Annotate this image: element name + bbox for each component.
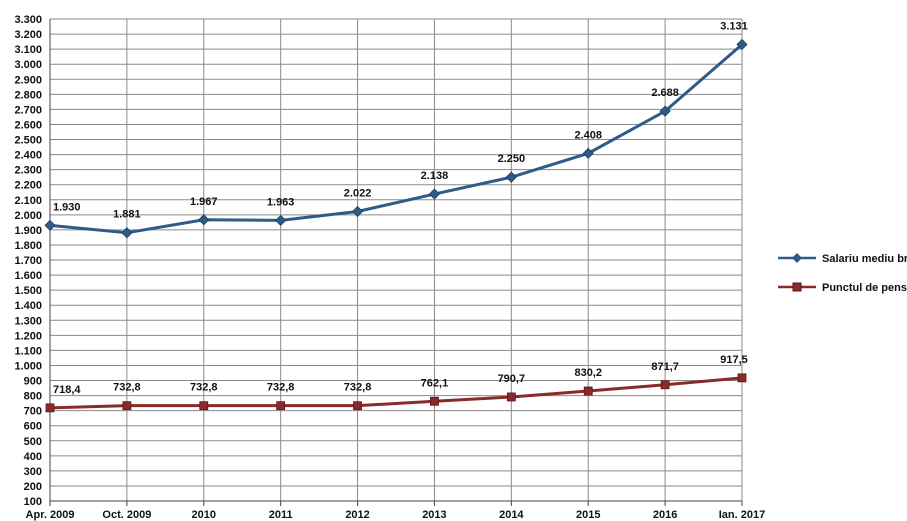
x-tick-label: 2014 (499, 509, 524, 521)
data-point-salary (351, 205, 364, 218)
data-label-salary: 2.138 (421, 170, 449, 182)
data-point-pension (45, 403, 55, 413)
x-tick-label: 2011 (269, 509, 293, 521)
y-tick-label: 2.300 (14, 165, 42, 177)
y-tick-label: 1.500 (14, 285, 42, 297)
y-tick-label: 3.000 (14, 59, 42, 71)
data-point-salary (505, 171, 517, 183)
y-tick-label: 600 (24, 421, 42, 433)
data-point-salary (428, 188, 441, 200)
data-point-pension (737, 373, 747, 383)
y-tick-label: 2.700 (14, 104, 42, 116)
data-point-salary (582, 147, 594, 159)
y-tick-label: 3.100 (14, 44, 42, 56)
y-tick-label: 500 (24, 436, 42, 448)
y-tick-label: 1.300 (14, 315, 42, 327)
data-label-pension: 732,8 (113, 382, 141, 394)
y-tick-label: 1.700 (14, 255, 42, 267)
x-tick-label: 2015 (576, 509, 600, 521)
data-label-salary: 2.022 (344, 187, 372, 199)
data-label-salary: 1.881 (113, 209, 141, 221)
y-tick-label: 2.000 (14, 210, 42, 222)
x-tick-label: 2013 (422, 509, 446, 521)
legend-item-salary: Salariu mediu brut (778, 253, 907, 265)
data-label-pension: 762,1 (421, 377, 449, 389)
legend-marker-salary (792, 253, 802, 263)
data-label-salary: 2.688 (651, 87, 679, 99)
legend-label-salary: Salariu mediu brut (822, 253, 907, 265)
data-label-salary: 3.131 (720, 20, 748, 32)
y-tick-label: 800 (24, 391, 42, 403)
y-axis-ticks: 100 200 300 400 500 600 700 800 900 1.000 1.100 1.2… (14, 14, 42, 508)
data-label-pension: 732,8 (267, 382, 295, 394)
data-point-pension (430, 396, 439, 406)
data-label-salary: 2.250 (498, 153, 526, 165)
y-tick-label: 2.200 (14, 180, 42, 192)
y-tick-label: 1.100 (14, 345, 42, 357)
y-tick-label: 400 (24, 451, 42, 463)
y-tick-label: 2.800 (14, 89, 42, 101)
series-line-salary (49, 43, 743, 235)
grid-lines (49, 18, 743, 506)
y-tick-label: 3.200 (14, 29, 42, 41)
y-tick-label: 2.500 (14, 135, 42, 147)
y-tick-label: 1.900 (14, 225, 42, 237)
x-tick-label: Oct. 2009 (102, 509, 151, 521)
data-label-pension: 830,2 (574, 367, 602, 379)
x-tick-label: Apr. 2009 (26, 509, 75, 521)
data-point-salary (736, 38, 748, 51)
y-tick-label: 2.600 (14, 119, 42, 131)
data-point-pension (660, 380, 670, 390)
data-label-pension: 917,5 (720, 354, 748, 366)
y-tick-label: 1.800 (14, 240, 42, 252)
x-tick-label: 2010 (192, 509, 216, 521)
series-line-pension (49, 376, 743, 410)
y-tick-label: 900 (24, 376, 42, 388)
legend-item-pension: Punctul de pensie (778, 282, 907, 294)
y-tick-label: 3.300 (14, 14, 42, 26)
x-tick-label: Ian. 2017 (719, 509, 765, 521)
data-point-salary (44, 219, 56, 231)
data-label-pension: 718,4 (53, 384, 81, 396)
data-point-salary (659, 105, 671, 117)
data-point-pension (353, 401, 362, 411)
data-label-pension: 732,8 (344, 382, 372, 394)
y-tick-label: 200 (24, 481, 42, 493)
y-tick-label: 1.600 (14, 270, 42, 282)
y-tick-label: 100 (24, 496, 42, 508)
data-point-pension (583, 386, 593, 396)
legend: Salariu mediu brut Punctul de pensie (778, 253, 907, 294)
data-point-pension (276, 401, 286, 411)
data-point-pension (122, 401, 132, 411)
data-point-salary (121, 227, 133, 239)
legend-label-pension: Punctul de pensie (822, 282, 907, 294)
y-tick-label: 1.400 (14, 300, 42, 312)
y-tick-label: 2.400 (14, 150, 42, 162)
x-tick-label: 2012 (345, 509, 369, 521)
data-label-salary: 1.930 (53, 201, 81, 213)
data-label-pension: 871,7 (651, 361, 679, 373)
data-point-pension (199, 401, 209, 411)
data-label-salary: 1.963 (267, 196, 295, 208)
series-group: 1.930 1.881 1.967 1.963 2.022 2.138 2.250 2.408… (44, 20, 748, 413)
x-tick-label: 2016 (653, 509, 677, 521)
data-point-salary (198, 214, 210, 226)
y-tick-label: 700 (24, 406, 42, 418)
data-label-pension: 732,8 (190, 382, 218, 394)
y-tick-label: 1.000 (14, 360, 42, 372)
data-point-pension (506, 392, 516, 402)
y-tick-label: 2.900 (14, 74, 42, 86)
data-point-salary (275, 214, 287, 226)
data-label-salary: 2.408 (574, 129, 602, 141)
x-axis-ticks: Apr. 2009 Oct. 2009 2010 2011 2012 2013 2014 20… (26, 509, 766, 521)
legend-marker-pension (792, 282, 802, 292)
data-label-salary: 1.967 (190, 196, 218, 208)
y-tick-label: 1.200 (14, 330, 42, 342)
data-label-pension: 790,7 (498, 373, 526, 385)
y-tick-label: 300 (24, 466, 42, 478)
y-tick-label: 2.100 (14, 195, 42, 207)
